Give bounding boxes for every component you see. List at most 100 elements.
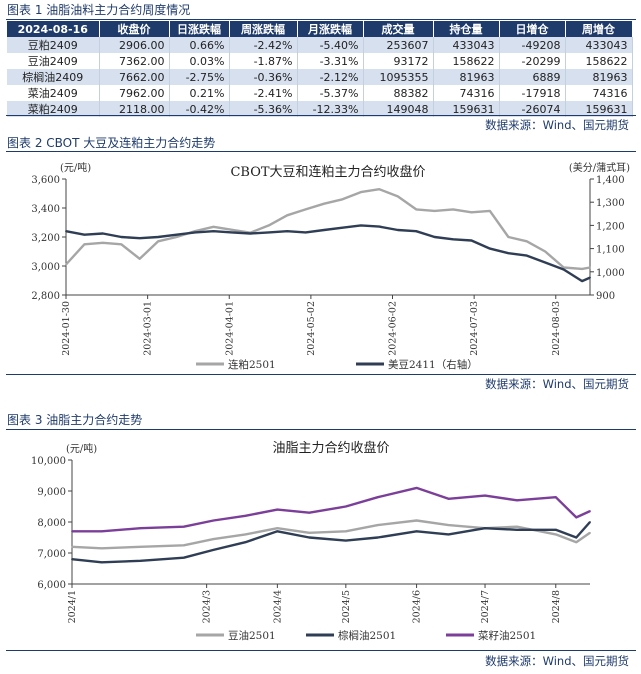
daily-change: -2.75%	[169, 69, 230, 85]
chart-bottom-rule	[6, 650, 636, 651]
data-point	[230, 231, 233, 234]
data-point	[344, 530, 347, 533]
weekly-oi-change: 81963	[565, 69, 633, 85]
x-tick-label: 2024/3	[202, 590, 213, 623]
monthly-change: -12.33%	[297, 101, 364, 117]
data-point	[83, 243, 86, 246]
oils-contract-chart: 油脂主力合约收盘价 (元/吨) 6,000 7,000 8,000 9,000 10,000…	[31, 440, 591, 642]
data-point	[212, 230, 215, 233]
header-date: 2024-08-16	[7, 21, 100, 37]
data-point	[447, 533, 450, 536]
data-point	[65, 230, 67, 233]
daily-change: -0.42%	[169, 101, 230, 117]
data-point	[554, 533, 557, 536]
table1-source: 数据来源：Wind、国元期货	[485, 118, 629, 132]
y-tick-label: 9,000	[37, 487, 66, 498]
close-price: 7662.00	[99, 69, 170, 85]
monthly-change: -3.31%	[297, 53, 364, 69]
data-point	[447, 497, 450, 500]
data-point	[415, 208, 418, 211]
weekly-oi-change: 74316	[565, 85, 633, 101]
weekly-oi-change: 433043	[565, 37, 633, 53]
table-row: 棕榈油2409 7662.00 -2.75% -0.36% -2.12% 109…	[7, 69, 633, 85]
open-interest: 159631	[433, 101, 500, 117]
weekly-oi-change: 159631	[565, 101, 633, 117]
contract-name: 豆油2409	[7, 53, 100, 69]
legend-label: 连粕2501	[228, 358, 276, 371]
weekly-change: -2.41%	[229, 85, 298, 101]
data-point	[308, 531, 311, 534]
header-open-interest: 持仓量	[433, 21, 500, 37]
x-tick-label: 2024/8	[551, 590, 562, 623]
close-price: 7962.00	[99, 85, 170, 101]
data-point	[415, 530, 418, 533]
data-point	[120, 236, 123, 238]
x-tick-label: 2024-04-01	[224, 301, 235, 356]
y2-tick-label: 1,100	[596, 245, 625, 256]
close-price: 7362.00	[99, 53, 170, 69]
data-point	[304, 231, 307, 234]
contract-name: 菜油2409	[7, 85, 100, 101]
monthly-change: -5.37%	[297, 85, 364, 101]
data-point	[525, 240, 528, 243]
y2-tick-label: 1,300	[596, 198, 625, 209]
data-point	[175, 233, 178, 236]
data-point	[589, 521, 591, 523]
volume: 1095355	[363, 69, 434, 85]
data-point	[376, 536, 379, 539]
y-tick-label: 2,800	[31, 291, 60, 302]
data-point	[396, 229, 399, 231]
data-point	[544, 250, 547, 253]
futures-summary-table: 2024-08-16 收盘价 日涨跌幅 周涨跌幅 月涨跌幅 成交量 持仓量 日增…	[7, 21, 633, 117]
caption-divider	[6, 429, 636, 430]
y-tick-label: 3,200	[31, 233, 60, 244]
table-row: 菜粕2409 2118.00 -0.42% -5.36% -12.33% 149…	[7, 101, 633, 117]
series-line-1	[65, 188, 591, 271]
data-point	[65, 263, 67, 266]
data-point	[157, 236, 160, 238]
weekly-change: -1.87%	[229, 53, 298, 69]
volume: 88382	[363, 85, 434, 101]
y2-tick-label: 1,200	[596, 221, 625, 232]
legend-label: 棕榈油2501	[338, 629, 396, 642]
table1-caption: 图表 1 油脂油料主力合约周度情况	[7, 3, 191, 17]
data-point	[249, 232, 252, 235]
data-point	[323, 229, 325, 231]
x-tick-label: 2024/4	[272, 590, 283, 623]
volume: 93172	[363, 53, 434, 69]
daily-change: 0.03%	[169, 53, 230, 69]
caption-divider	[6, 151, 636, 152]
data-point	[212, 549, 215, 551]
header-close: 收盘价	[99, 21, 170, 37]
data-point	[344, 539, 347, 542]
data-point	[470, 211, 473, 214]
weekly-change: -5.36%	[229, 101, 298, 117]
data-point	[276, 527, 279, 530]
x-tick-label: 2024/1	[67, 590, 78, 623]
data-point	[589, 510, 591, 513]
data-point	[360, 224, 362, 227]
data-point	[308, 536, 311, 539]
legend-label: 豆油2501	[228, 629, 276, 642]
data-point	[286, 214, 289, 217]
y-axis-label: (元/吨)	[60, 161, 91, 174]
data-point	[157, 240, 160, 243]
open-interest: 74316	[433, 85, 500, 101]
data-point	[212, 225, 215, 228]
data-point	[507, 252, 510, 255]
chart-bottom-rule	[6, 374, 636, 375]
data-point	[182, 544, 185, 547]
data-point	[267, 231, 270, 234]
y-tick-label: 10,000	[31, 456, 66, 467]
data-point	[575, 541, 578, 544]
data-point	[376, 524, 379, 526]
volume: 149048	[363, 101, 434, 117]
data-point	[516, 528, 518, 531]
y2-tick-label: 1,400	[596, 175, 625, 186]
data-point	[244, 514, 247, 517]
data-point	[71, 530, 73, 533]
data-point	[308, 511, 311, 514]
data-point	[100, 530, 103, 533]
header-weekly-oi-change: 周增仓	[565, 21, 633, 37]
chart3-source: 数据来源：Wind、国元期货	[485, 654, 629, 668]
